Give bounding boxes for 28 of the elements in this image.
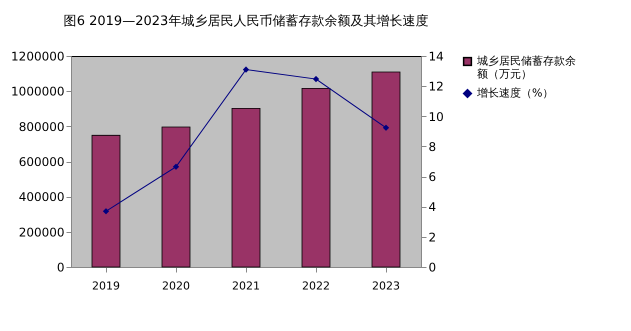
- y-tick-label: 600000: [18, 155, 64, 169]
- point: [242, 66, 250, 73]
- y-tick-label: 0: [56, 260, 64, 274]
- y-tick-label: 200000: [18, 225, 64, 240]
- x-tick-label: 2019: [92, 280, 120, 292]
- point: [172, 164, 180, 170]
- y2-tick-label: 10: [428, 110, 444, 124]
- point: [102, 208, 110, 214]
- y2-tick-label: 14: [428, 50, 444, 64]
- y2-tick-label: 4: [428, 200, 436, 214]
- y2-tick-label: 8: [428, 140, 436, 154]
- y-tick-label: 1200000: [11, 50, 64, 64]
- y2-tick-label: 2: [428, 230, 436, 244]
- y-tick-label: 400000: [18, 190, 64, 204]
- x-tick-label: 2020: [162, 280, 190, 292]
- y2-tick-label: 6: [428, 170, 436, 184]
- x-tick-label: 2021: [232, 280, 260, 292]
- point: [312, 76, 320, 82]
- y-tick-label: 800000: [18, 120, 64, 134]
- point: [382, 124, 390, 131]
- legend-label: 城乡居民储蓄存款余额（万元）: [476, 54, 576, 80]
- chart-title: 图6 2019—2023年城乡居民人民币储蓄存款余额及其增长速度: [64, 13, 428, 29]
- x-tick-label: 2023: [372, 280, 400, 292]
- y-tick-label: 1000000: [11, 84, 64, 99]
- y2-tick-label: 12: [428, 80, 444, 94]
- y2-tick-label: 0: [428, 260, 436, 274]
- legend-label: 增长速度（%）: [476, 86, 554, 100]
- x-tick-label: 2022: [302, 280, 330, 292]
